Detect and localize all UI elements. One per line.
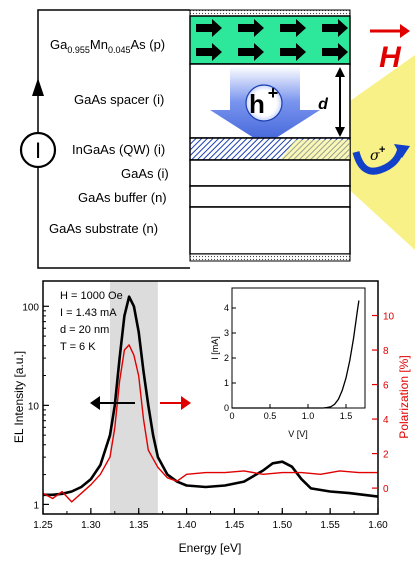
y-axis-right-title: Polarization [%] [397,355,411,438]
inset-x-tick-label: 1.0 [302,411,315,421]
circular-polarization-arrow [352,147,405,175]
inset-x-tick-label: 1.5 [340,411,353,421]
el-intensity-line [43,295,379,498]
y-right-tick-label: 6 [383,381,389,392]
layer-label-gamnas: Ga0.955Mn0.045As (p) [50,37,165,55]
field-label: H [379,41,402,74]
substrate-layer [189,206,351,255]
buffer-layer [189,185,351,208]
x-tick-label: 1.45 [225,520,245,531]
inset-y-tick-label: 0 [224,403,229,413]
inset-y-tick-label: 1 [224,378,229,388]
x-tick-label: 1.60 [368,520,388,531]
inset-y-tick-label: 2 [224,353,229,363]
layer-label-gaas-i: GaAs (i) [121,166,169,181]
current-source-icon [19,131,57,169]
layer-label-substrate: GaAs substrate (n) [49,221,158,236]
x-tick-label: 1.35 [129,520,149,531]
inset-chart: 0 0.5 1.0 1.5 0 1 2 3 4 V [V] I [mA] [210,284,369,439]
y-right-tick-label: 8 [383,346,389,357]
current-arrow [32,78,44,96]
x-tick-label: 1.30 [81,520,101,531]
hole-symbol: h [249,89,265,119]
annotation-i: I = 1.43 mA [60,307,117,319]
magnetization-arrow [280,19,306,37]
y-axis-left-title: EL Intensity [a.u.] [12,351,26,443]
x-tick-label: 1.40 [177,520,197,531]
inset-y-tick-label: 4 [224,303,229,313]
y-right-tick-label: 0 [383,484,389,495]
annotation-d: d = 20 nm [60,324,109,336]
inset-y-title: I [mA] [210,336,220,360]
hole-icon [245,84,283,122]
thickness-arrow-bottom [335,127,345,137]
x-tick-label: 1.55 [320,520,340,531]
current-source-symbol: I [35,138,41,163]
shaded-region [110,281,158,514]
left-axis-pointer-head [90,396,100,410]
main-chart: 1.25 1.30 1.35 1.40 1.45 1.50 1.55 1.6011010002… [12,280,411,555]
sigma-label: σ [370,148,380,164]
magnetization-arrow [322,43,348,61]
inset-y-tick-label: 3 [224,328,229,338]
magnetization-arrow [280,43,306,61]
x-tick-label: 1.50 [273,520,293,531]
top-contact [189,9,351,17]
inset-x-tick-label: 0.5 [264,411,277,421]
y-left-tick-label: 100 [22,302,39,313]
field-vector-head [400,24,410,38]
polarization-line [42,344,378,503]
thickness-label: d [318,96,329,113]
y-right-tick-label: 2 [383,450,389,461]
thickness-arrow-top [335,67,345,77]
y-left-tick-label: 10 [28,401,40,412]
magnetization-arrow [238,43,264,61]
x-axis-title: Energy [eV] [179,541,242,555]
layer-label-spacer: GaAs spacer (i) [74,92,164,107]
annotation-t: T = 6 K [60,341,96,353]
layer-label-buffer: GaAs buffer (n) [78,190,167,205]
magnetization-arrow [196,43,222,61]
magnetization-arrow [238,19,264,37]
magnetization-arrow [322,19,348,37]
y-right-tick-label: 4 [383,415,389,426]
circular-polarization-head [394,144,410,158]
inset-x-title: V [V] [288,429,308,439]
inset-x-tick-label: 0 [229,411,234,421]
y-left-tick-label: 1 [33,500,39,511]
hole-charge: + [268,83,279,103]
layer-label-qw: InGaAs (QW) (i) [72,142,165,157]
annotation-h: H = 1000 Oe [60,290,123,302]
magnetization-arrow [196,19,222,37]
x-tick-label: 1.25 [33,520,53,531]
device-schematic: I h + d Ga0.955Mn0.045As (p) Ga [19,9,415,269]
inset-background [221,284,369,422]
gaas-i-layer [189,159,351,187]
y-right-tick-label: 10 [383,312,395,323]
light-overlay [280,140,350,160]
sigma-sup: + [379,144,385,156]
magnetization-arrows [196,19,348,61]
right-axis-pointer-head [181,396,191,410]
inset-frame [231,287,366,409]
bottom-contact [189,253,351,262]
